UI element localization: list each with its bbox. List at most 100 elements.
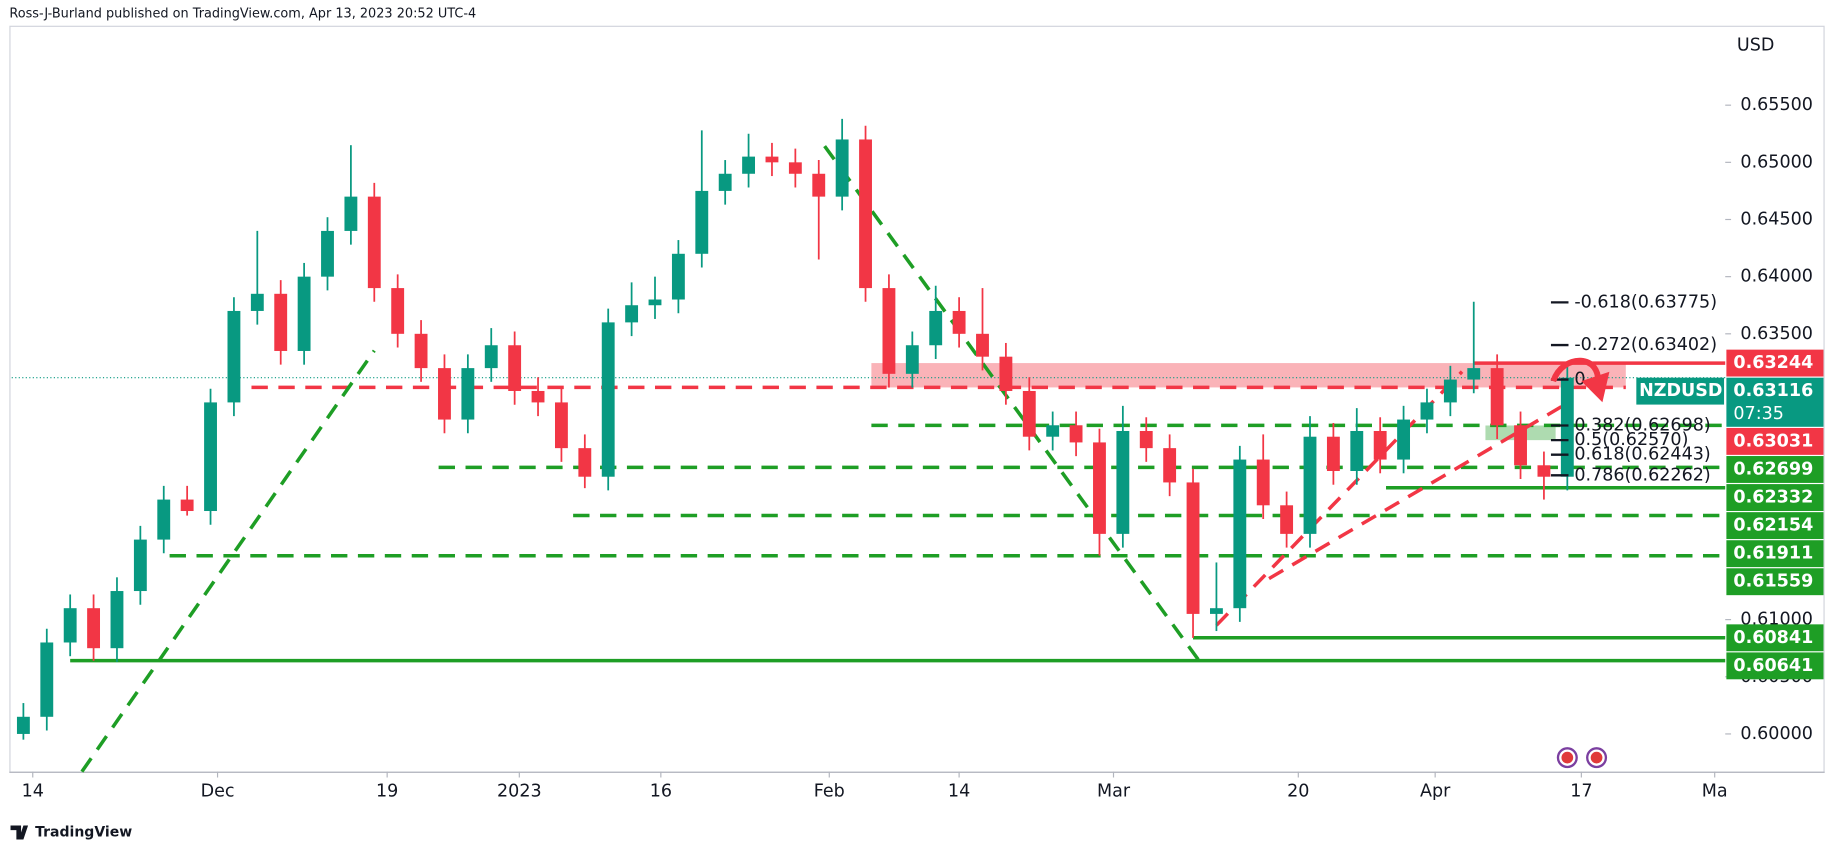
candle-body [1139, 430, 1153, 449]
candle-body [1256, 459, 1270, 506]
candle-body [1093, 442, 1106, 534]
candle-body [1373, 430, 1387, 460]
candle-body [671, 253, 685, 300]
event-icon [1590, 751, 1603, 764]
countdown-label: 07:35 [1733, 404, 1784, 424]
candle-body [554, 402, 568, 449]
candle-body [1514, 425, 1527, 466]
candle-body [812, 173, 826, 197]
candle-body [788, 162, 802, 174]
fib-label: 0.5(0.62570) [1574, 430, 1688, 450]
candle-body [601, 322, 615, 477]
candle-body [1560, 377, 1574, 477]
candle-body [16, 716, 30, 734]
y-tick-label: 0.65000 [1740, 152, 1813, 172]
candle-body [718, 173, 732, 191]
price-label: 0.62332 [1733, 488, 1813, 508]
trendline [1215, 370, 1464, 627]
candle-body [1326, 436, 1340, 472]
candle-body [508, 345, 522, 391]
price-label-box [1726, 456, 1824, 483]
price-label-box [1726, 484, 1824, 511]
x-tick-label: Mar [1097, 782, 1131, 802]
price-label-box [1726, 568, 1824, 596]
currency-label: USD [1737, 36, 1774, 56]
candle-body [742, 156, 756, 174]
x-tick-label: 20 [1287, 782, 1309, 802]
y-tick-label: 0.64000 [1740, 267, 1813, 287]
candle-body [765, 156, 779, 163]
candle-body [578, 448, 592, 477]
candle-body [1233, 459, 1247, 609]
candle-body [250, 293, 264, 311]
candle-body [414, 333, 428, 369]
price-label: 0.60641 [1733, 656, 1813, 676]
price-label-box [1726, 624, 1824, 652]
y-tick-label: 0.63500 [1740, 324, 1813, 344]
candle-body [1350, 430, 1364, 472]
publisher-note: Ross-J-Burland published on TradingView.… [9, 7, 476, 22]
x-tick-label: 2023 [497, 782, 542, 802]
candle-body [204, 402, 217, 512]
candle-body [40, 642, 54, 717]
price-label-box [1726, 349, 1824, 377]
candle-body [695, 190, 709, 254]
candle-body [1069, 425, 1083, 443]
x-tick-label: Ma [1702, 782, 1728, 802]
fib-label: 0.618(0.62443) [1574, 445, 1710, 465]
candle-body [999, 356, 1013, 391]
candle-body [1420, 402, 1434, 420]
candle-body [1116, 430, 1130, 534]
candle-body [1537, 465, 1551, 477]
x-tick-label: 17 [1570, 782, 1592, 802]
candle-body [976, 333, 989, 357]
candle-body [835, 139, 849, 197]
x-tick-label: 14 [22, 782, 44, 802]
candle-body [929, 310, 943, 346]
price-label: 0.61559 [1733, 572, 1813, 592]
reversal-arrow-head [1581, 371, 1610, 403]
price-label: 0.63031 [1733, 431, 1813, 451]
candle-body [63, 608, 77, 643]
price-label-box [1726, 540, 1824, 568]
candle-body [1490, 368, 1504, 426]
candle-body [157, 499, 171, 540]
candle-body [180, 499, 194, 512]
y-tick-label: 0.64500 [1740, 209, 1813, 229]
price-label: 0.61911 [1733, 544, 1813, 564]
trendline [1268, 401, 1569, 581]
fib-label: -0.272(0.63402) [1574, 335, 1717, 355]
candle-body [274, 293, 288, 351]
y-tick-label: 0.60000 [1740, 724, 1813, 744]
candle-body [859, 139, 872, 289]
candle-body [1209, 608, 1223, 614]
candle-body [321, 230, 334, 277]
candle-body [905, 345, 919, 374]
fib-label: 0 [1574, 370, 1585, 390]
candle-body [1303, 436, 1317, 534]
price-label: 0.63244 [1733, 353, 1813, 373]
candle-body [1186, 482, 1200, 614]
price-label-box [1726, 512, 1824, 540]
candle-body [1280, 505, 1294, 534]
fib-label: 0.382(0.62698) [1574, 416, 1710, 436]
x-tick-label: Apr [1420, 782, 1451, 802]
candle-body [344, 196, 358, 231]
price-label: 0.62699 [1733, 459, 1813, 479]
candle-body [531, 390, 545, 403]
price-label-box [1726, 377, 1824, 427]
candle-body [648, 299, 662, 306]
price-label: 0.60841 [1733, 628, 1813, 648]
price-label: 0.62154 [1733, 516, 1813, 536]
fib-label: -0.618(0.63775) [1574, 292, 1717, 312]
plot-area: 0.655000.650000.645000.640000.635000.610… [11, 95, 1824, 802]
x-tick-label: Dec [201, 782, 235, 802]
logo-mark [10, 825, 29, 840]
candle-body [484, 345, 498, 369]
x-tick-label: Feb [814, 782, 845, 802]
brand-text: TradingView [35, 824, 132, 840]
candle-body [438, 368, 451, 420]
x-tick-label: 16 [650, 782, 672, 802]
trendline [80, 349, 376, 773]
candle-body [227, 310, 241, 403]
